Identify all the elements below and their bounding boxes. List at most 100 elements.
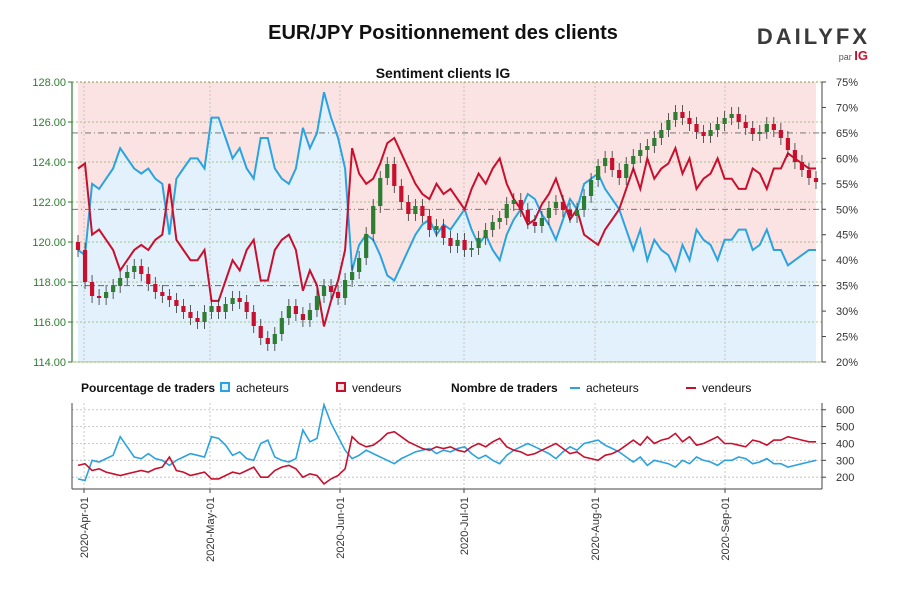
candle-body [617,170,622,178]
candle-body [511,200,516,204]
candle-body [469,248,474,250]
price-tick-label: 114.00 [33,357,66,369]
candle-body [188,312,193,318]
candle-body [181,306,186,312]
candle-body [406,202,411,214]
candle-body [378,178,383,206]
x-tick-label: 2020-Apr-01 [79,497,91,558]
sellers-count-line [77,430,816,485]
candle-body [581,196,587,210]
candle-body [427,216,432,230]
x-tick-label: 2020-May-01 [205,497,217,562]
pct-tick-label: 65% [836,128,858,140]
candle-body [483,230,488,238]
candle-body [125,272,130,278]
candle-body [553,202,559,208]
x-tick-label: 2020-Jul-01 [459,497,471,555]
candle-body [497,218,502,222]
candle-body [778,130,783,138]
candle-body [588,180,594,196]
count-tick-label: 300 [836,455,854,467]
pct-tick-label: 50% [836,204,858,216]
candle-body [504,204,509,218]
pct-tick-label: 20% [836,357,858,369]
count-tick-label: 400 [836,438,854,450]
candle-body [392,164,397,186]
candle-body [202,312,207,322]
candle-body [603,158,608,166]
count-tick-label: 200 [836,472,854,484]
price-tick-label: 126.00 [32,117,66,129]
candle-body [146,274,151,284]
legend-count-sellers-line [686,387,696,389]
candle-body [792,150,798,162]
candle-body [652,138,657,146]
candle-body [560,202,566,210]
candle-body [335,292,341,298]
candle-body [195,318,200,322]
candle-body [413,206,418,214]
legend-pct-buyers: acheteurs [236,381,289,395]
chart-subtitle: Sentiment clients IG [375,65,511,81]
candle-body [230,298,235,304]
dailyfx-logo[interactable]: DAILYFX par IG [756,24,870,64]
candle-body [321,286,327,296]
candle-body [567,210,573,216]
candle-body [111,286,116,292]
candle-body [708,130,713,136]
price-tick-label: 120.00 [32,237,66,249]
pct-tick-label: 55% [836,179,858,191]
candle-body [687,118,692,124]
pct-tick-label: 25% [836,332,858,344]
candle-body [167,296,172,300]
candle-body [132,266,137,272]
candle-body [806,170,812,178]
candle-body [610,158,615,170]
pct-tick-label: 70% [836,102,858,114]
candle-body [272,334,277,344]
candle-body [771,124,776,130]
candle-body [624,164,629,178]
candle-body [785,138,790,150]
legend-count-buyers: acheteurs [586,381,639,395]
candle-body [265,338,270,344]
candle-body [455,240,460,246]
candle-body [244,302,249,312]
pct-tick-label: 45% [836,230,858,242]
count-tick-label: 600 [836,405,854,417]
candle-body [518,200,523,210]
x-tick-label: 2020-Aug-01 [590,497,602,561]
candle-body [631,156,636,164]
candle-body [441,226,446,238]
candle-body [659,130,664,138]
logo-brand: DAILYFX [756,24,870,49]
candle-body [286,306,291,318]
candle-body [743,122,748,128]
candle-body [638,150,643,156]
candle-body [574,210,580,216]
candle-body [89,282,95,296]
chart-title: EUR/JPY Positionnement des clients [268,22,618,44]
candle-body [174,300,179,306]
candle-body [666,120,671,130]
candle-body [799,162,805,170]
buyers-count-line [77,401,817,482]
candle-body [645,146,650,150]
sellers-pct-line [77,136,816,327]
pct-tick-label: 60% [836,153,858,165]
candle-body [342,280,348,298]
candle-body [82,250,88,282]
pct-tick-label: 35% [836,281,858,293]
candle-body [729,114,734,118]
candle-body [104,292,109,298]
candle-body [596,166,601,180]
candle-body [300,314,306,320]
candle-body [96,296,102,298]
candle-body [736,114,741,122]
x-tick-label: 2020-Sep-01 [720,497,732,561]
legend-count-buyers-line [570,387,580,389]
candle-body [385,164,390,178]
candle-body [357,258,362,272]
candle-body [279,318,284,334]
